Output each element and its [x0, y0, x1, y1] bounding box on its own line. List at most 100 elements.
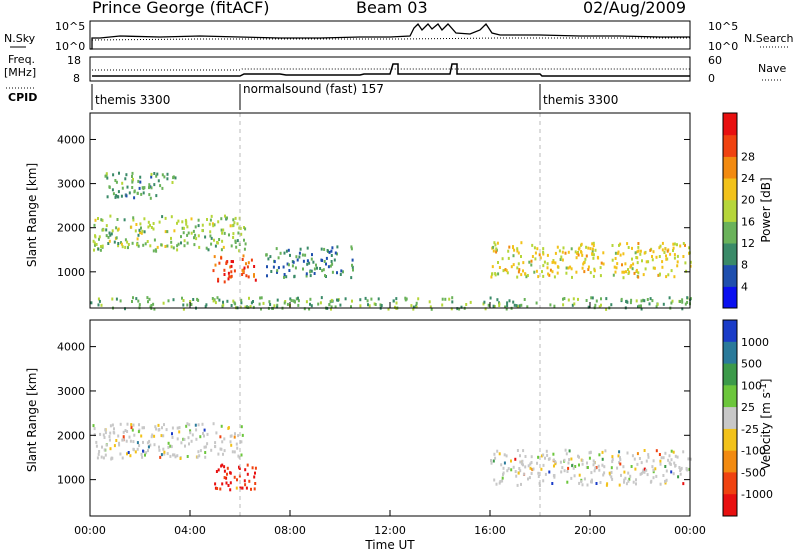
- heatmap-cell: [681, 298, 684, 302]
- heatmap-cell: [111, 423, 114, 427]
- heatmap-cell: [317, 302, 320, 306]
- heatmap-cell: [225, 262, 228, 265]
- heatmap-cell: [227, 277, 230, 281]
- heatmap-cell: [429, 305, 432, 309]
- heatmap-cell: [138, 423, 140, 427]
- heatmap-cell: [149, 443, 152, 447]
- heatmap-cell: [167, 299, 170, 303]
- heatmap-cell: [223, 476, 226, 480]
- heatmap-cell: [336, 298, 338, 302]
- heatmap-cell: [227, 484, 230, 487]
- heatmap-cell: [677, 475, 680, 479]
- x-axis-ticks: 00:00 04:00 08:00 12:00 16:00 20:00 00:00: [74, 302, 706, 537]
- heatmap-cell: [223, 465, 226, 469]
- nsky-tick-bottom: 10^0: [55, 40, 85, 53]
- heatmap-cell: [231, 450, 234, 454]
- heatmap-cell: [611, 244, 614, 247]
- heatmap-cell: [528, 260, 531, 264]
- colorbar-segment: [723, 264, 737, 287]
- heatmap-cell: [531, 255, 534, 258]
- heatmap-cell: [180, 441, 183, 445]
- colorbar-tick-label: -1000: [741, 488, 773, 501]
- heatmap-cell: [242, 254, 245, 258]
- heatmap-cell: [125, 194, 128, 198]
- heatmap-cell: [310, 257, 313, 261]
- heatmap-cell: [540, 454, 543, 458]
- heatmap-cell: [450, 307, 453, 311]
- heatmap-cell: [591, 247, 594, 251]
- heatmap-cell: [610, 470, 613, 474]
- heatmap-cell: [611, 455, 614, 459]
- heatmap-cell: [182, 231, 185, 235]
- heatmap-cell: [623, 480, 625, 484]
- heatmap-cell: [246, 463, 249, 467]
- heatmap-cell: [100, 218, 103, 222]
- heatmap-cell: [592, 256, 595, 260]
- heatmap-cell: [293, 275, 296, 279]
- heatmap-cell: [503, 461, 506, 465]
- heatmap-cell: [668, 296, 671, 300]
- heatmap-cell: [490, 459, 492, 462]
- heatmap-cell: [117, 242, 120, 245]
- y-tick-label: 2000: [57, 429, 85, 442]
- heatmap-cell: [124, 307, 126, 311]
- heatmap-cell: [543, 260, 546, 264]
- heatmap-cell: [492, 304, 495, 308]
- heatmap-cell: [137, 233, 140, 237]
- heatmap-cell: [629, 301, 632, 305]
- heatmap-cell: [265, 253, 268, 257]
- heatmap-cell: [531, 468, 534, 472]
- heatmap-cell: [610, 466, 613, 470]
- heatmap-cell: [101, 218, 104, 222]
- heatmap-cell: [515, 474, 518, 478]
- heatmap-cell: [554, 460, 557, 464]
- colorbar-tick-label: -100: [741, 445, 766, 458]
- heatmap-cell: [598, 453, 601, 457]
- heatmap-cell: [201, 223, 204, 227]
- heatmap-cell: [625, 270, 627, 274]
- heatmap-cell: [570, 267, 573, 271]
- heatmap-cell: [586, 461, 588, 465]
- heatmap-cell: [119, 452, 122, 456]
- heatmap-cell: [133, 190, 136, 194]
- heatmap-cell: [673, 275, 676, 279]
- heatmap-cell: [331, 270, 334, 274]
- heatmap-cell: [547, 272, 550, 276]
- heatmap-cell: [506, 469, 509, 473]
- heatmap-cell: [588, 456, 591, 460]
- heatmap-cell: [658, 246, 661, 250]
- heatmap-cell: [527, 477, 529, 481]
- heatmap-cell: [591, 242, 594, 246]
- heatmap-cell: [104, 431, 107, 435]
- heatmap-cell: [156, 245, 159, 249]
- heatmap-cell: [428, 300, 431, 304]
- heatmap-cell: [616, 251, 619, 255]
- heatmap-cell: [106, 176, 109, 180]
- heatmap-cell: [193, 243, 196, 247]
- heatmap-cell: [496, 241, 499, 245]
- heatmap-cell: [676, 254, 679, 258]
- heatmap-cell: [197, 450, 200, 454]
- heatmap-cell: [98, 450, 101, 453]
- heatmap-cell: [604, 449, 607, 453]
- heatmap-cell: [661, 241, 664, 245]
- heatmap-cell: [546, 253, 549, 257]
- heatmap-cell: [215, 470, 218, 473]
- y-tick-label: 3000: [57, 385, 85, 398]
- heatmap-cell: [230, 304, 233, 307]
- heatmap-cell: [95, 243, 98, 246]
- heatmap-cell: [299, 247, 302, 251]
- heatmap-cell: [602, 262, 605, 266]
- heatmap-cell: [327, 265, 330, 269]
- heatmap-cell: [614, 251, 617, 255]
- heatmap-cell: [520, 462, 523, 466]
- heatmap-cell: [657, 273, 660, 277]
- heatmap-cell: [590, 296, 593, 300]
- heatmap-cell: [164, 230, 167, 234]
- heatmap-cell: [654, 467, 657, 471]
- heatmap-cell: [297, 299, 300, 303]
- heatmap-cell: [109, 214, 112, 218]
- heatmap-cell: [221, 440, 224, 444]
- heatmap-cell: [575, 270, 578, 274]
- heatmap-cell: [154, 425, 157, 429]
